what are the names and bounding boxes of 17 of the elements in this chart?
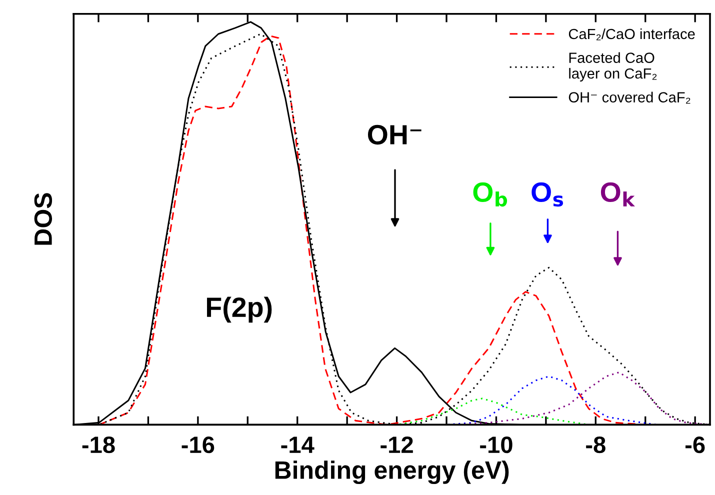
annotation: F(2p) (207, 296, 272, 323)
legend-label: Faceted CaO layer on CaF₂ (569, 52, 657, 82)
y-axis-title: DOS (34, 193, 52, 245)
x-tick-label: -18 (82, 436, 115, 454)
x-tick-label: -10 (480, 436, 512, 454)
x-tick-label: -8 (586, 436, 606, 454)
x-tick-label: -6 (686, 436, 705, 454)
x-axis-title: Binding energy (eV) (275, 460, 509, 484)
legend-label: CaF₂/CaO interface (568, 28, 695, 40)
annotation: O$_{k}$ (600, 182, 635, 206)
x-tick-label: -12 (380, 436, 413, 453)
annotation: O$_{b}$ (473, 182, 508, 207)
x-tick-label: -16 (182, 436, 214, 454)
x-tick-label: -14 (281, 436, 314, 453)
annotation: O$_{s}$ (532, 182, 564, 207)
legend-label: OH⁻ covered CaF₂ (568, 92, 690, 104)
annotation: OH⁻ (368, 124, 422, 145)
